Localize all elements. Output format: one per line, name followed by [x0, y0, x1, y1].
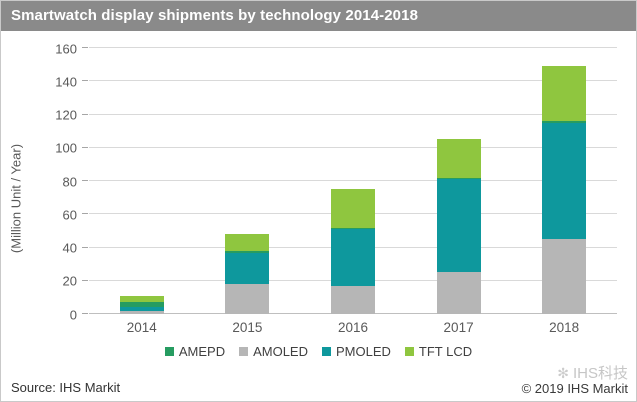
bars-group: [89, 48, 617, 314]
footer: Source: IHS Markit ✻ IHS科技 © 2019 IHS Ma…: [11, 365, 628, 397]
bar-segment-2016-pmoled: [330, 229, 375, 286]
y-tick-label-0: 0: [69, 307, 77, 322]
legend-swatch-icon: [239, 347, 249, 356]
copyright-label: © 2019 IHS Markit: [521, 381, 628, 397]
legend-swatch-icon: [164, 347, 174, 356]
bar-segment-2017-tft-lcd: [436, 139, 481, 178]
y-tick-120: [82, 113, 88, 115]
legend-item-pmoled: PMOLED: [322, 344, 391, 359]
bar-segment-2015-amepd: [225, 250, 270, 253]
legend-label: TFT LCD: [418, 344, 473, 359]
bar-segment-2018-tft-lcd: [542, 66, 587, 122]
ihs-tech-logo-icon: ✻: [557, 365, 569, 382]
y-tick-label-60: 60: [62, 207, 77, 223]
legend-item-amepd: AMEPD: [164, 344, 226, 359]
bar-segment-2014-tft-lcd: [119, 295, 164, 303]
bar-segment-2014-amepd: [119, 302, 164, 307]
y-tick-label-100: 100: [55, 140, 77, 156]
bar-segment-2017-amoled: [436, 272, 481, 314]
bar-2018: [542, 66, 587, 314]
bar-segment-2016-amepd: [330, 227, 375, 230]
x-tick-label-2014: 2014: [126, 320, 157, 335]
legend-label: PMOLED: [336, 344, 391, 359]
bar-segment-2017-pmoled: [436, 179, 481, 273]
bar-segment-2015-amoled: [225, 284, 270, 314]
gridline-80: [89, 180, 617, 181]
bar-segment-2017-amepd: [436, 177, 481, 180]
bar-2017: [436, 139, 481, 314]
x-tick-label-2018: 2018: [549, 320, 580, 335]
legend-item-tft-lcd: TFT LCD: [404, 344, 473, 359]
chart-area: (Million Unit / Year) 0 20 40 60 80 100 120 140…: [1, 31, 636, 359]
y-axis-title: (Million Unit / Year): [8, 143, 24, 254]
gridline-160: [89, 47, 617, 48]
bar-segment-2016-amoled: [330, 285, 375, 314]
y-tick-label-20: 20: [62, 273, 77, 289]
chart-title: Smartwatch display shipments by technolo…: [1, 1, 636, 31]
gridline-140: [89, 80, 617, 82]
x-axis-labels: 2014 2015 2016 2017 2018: [89, 314, 617, 335]
legend-item-amoled: AMOLED: [239, 344, 308, 359]
y-tick-100: [82, 146, 88, 148]
bar-segment-2018-amoled: [542, 239, 587, 314]
y-tick-20: [82, 279, 88, 281]
plot-area: 0 20 40 60 80 100 120 140 160: [55, 41, 617, 322]
legend-swatch-icon: [322, 347, 331, 356]
y-tick-label-160: 160: [55, 41, 77, 56]
bar-segment-2014-amoled: [119, 310, 164, 314]
y-tick-label-120: 120: [55, 107, 77, 123]
source-label: Source: IHS Markit: [11, 380, 121, 395]
bar-segment-2018-pmoled: [542, 122, 587, 240]
y-tick-60: [82, 213, 88, 215]
gridline-120: [89, 113, 617, 115]
legend: AMEPD AMOLED PMOLED TFT LCD: [1, 344, 636, 359]
bar-segment-2015-pmoled: [225, 252, 270, 285]
bar-segment-2018-amepd: [542, 121, 587, 123]
legend-label: AMEPD: [178, 344, 226, 359]
y-tick-80: [82, 180, 88, 181]
y-tick-140: [82, 80, 88, 82]
gridline-100: [89, 146, 617, 148]
y-tick-40: [82, 246, 88, 248]
y-tick-160: [82, 47, 88, 48]
y-tick-label-140: 140: [55, 74, 77, 90]
bar-2015: [225, 234, 270, 314]
bar-segment-2015-tft-lcd: [225, 234, 270, 251]
y-tick-label-40: 40: [62, 240, 77, 256]
x-tick-label-2016: 2016: [337, 320, 368, 335]
legend-swatch-icon: [404, 347, 414, 356]
bar-2016: [330, 189, 375, 314]
watermark-text: IHS科技: [572, 364, 628, 382]
x-tick-label-2015: 2015: [232, 320, 263, 335]
bar-segment-2016-tft-lcd: [330, 189, 375, 228]
bar-segment-2014-pmoled: [119, 306, 164, 311]
legend-label: AMOLED: [253, 344, 308, 359]
brand-block: ✻ IHS科技 © 2019 IHS Markit: [522, 365, 628, 397]
x-tick-label-2017: 2017: [443, 320, 474, 335]
bar-2014: [119, 295, 164, 314]
y-tick-0: [82, 313, 88, 314]
watermark: ✻ IHS科技: [522, 365, 628, 382]
y-tick-label-80: 80: [62, 174, 77, 189]
